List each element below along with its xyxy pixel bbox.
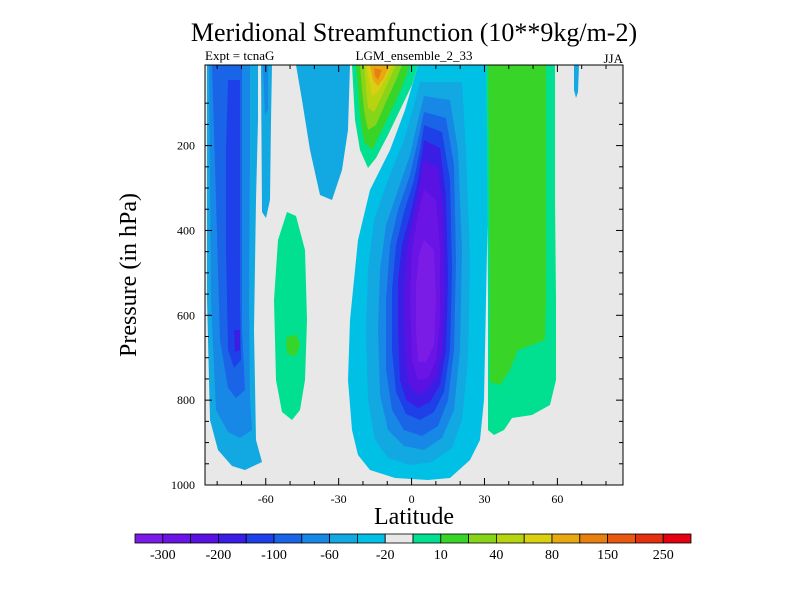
colorbar-swatch	[495, 533, 525, 544]
colorbar-label: -300	[150, 548, 176, 563]
colorbar-swatch	[468, 533, 497, 544]
colorbar-swatch	[245, 533, 275, 544]
colorbar-swatch	[273, 533, 303, 544]
y-axis: 200 400 600 800 1000	[171, 102, 623, 492]
southern-hemisphere-cell	[207, 65, 262, 470]
colorbar-swatch	[412, 533, 442, 544]
colorbar-swatch	[162, 533, 192, 544]
colorbar-swatch	[579, 533, 608, 544]
subtitle-center: LGM_ensemble_2_33	[356, 48, 473, 63]
x-tick-label: 0	[409, 492, 415, 506]
x-tick-label: 30	[478, 492, 490, 506]
colorbar-swatch	[134, 533, 164, 544]
colorbar-label: -20	[376, 548, 395, 563]
colorbar-swatch	[551, 533, 581, 544]
colorbar-label: -60	[320, 548, 339, 563]
subtitle-left: Expt = tcnaG	[205, 48, 274, 63]
x-tick-label: -60	[258, 492, 274, 506]
midlatitude-cyan-band	[296, 65, 350, 200]
colorbar-swatch	[635, 533, 664, 544]
colorbar-swatch	[662, 533, 692, 544]
x-tick-label: -30	[331, 492, 347, 506]
colorbar-label: 150	[597, 548, 618, 563]
colorbar-swatch	[523, 533, 553, 544]
colorbar-label: 250	[653, 548, 674, 563]
chart-title: Meridional Streamfunction (10**9kg/m-2)	[191, 18, 637, 47]
plot-area	[205, 65, 623, 485]
y-tick-label: 200	[177, 139, 195, 153]
colorbar-swatch	[217, 533, 247, 544]
y-axis-label: Pressure (in hPa)	[116, 193, 142, 357]
x-axis-label: Latitude	[374, 504, 454, 530]
plot-frame	[204, 64, 624, 486]
subtitle-right: JJA	[603, 51, 623, 66]
colorbar-label: 80	[545, 548, 559, 563]
colorbar-label: -200	[206, 548, 232, 563]
hadley-cell-negative	[348, 65, 488, 480]
y-tick-label: 800	[177, 393, 195, 407]
colorbar-swatch	[190, 533, 219, 544]
colorbar-swatch	[607, 533, 636, 544]
colorbar-swatch	[301, 533, 330, 544]
x-axis: -60 -30 0 30 60	[216, 65, 607, 506]
colorbar-label: 10	[434, 548, 448, 563]
colorbar-swatch	[384, 533, 414, 544]
colorbar-swatch	[440, 533, 469, 544]
y-tick-label: 400	[177, 223, 195, 237]
colorbar-swatch	[329, 533, 358, 544]
colorbar-label: -100	[261, 548, 287, 563]
southern-upper-blue-strip	[261, 65, 272, 218]
colorbar-swatch	[356, 533, 386, 544]
northern-positive-cell	[486, 65, 556, 435]
colorbar-label: 40	[489, 548, 503, 563]
y-tick-label: 1000	[171, 478, 195, 492]
y-tick-label: 600	[177, 308, 195, 322]
southern-positive-cell	[274, 212, 307, 420]
colorbar: -300 -200 -100 -60 -20 10 40 80 150 250	[134, 533, 692, 563]
upper-positive-plume	[352, 65, 418, 168]
x-tick-label: 60	[551, 492, 563, 506]
northern-small-feature	[574, 65, 579, 98]
